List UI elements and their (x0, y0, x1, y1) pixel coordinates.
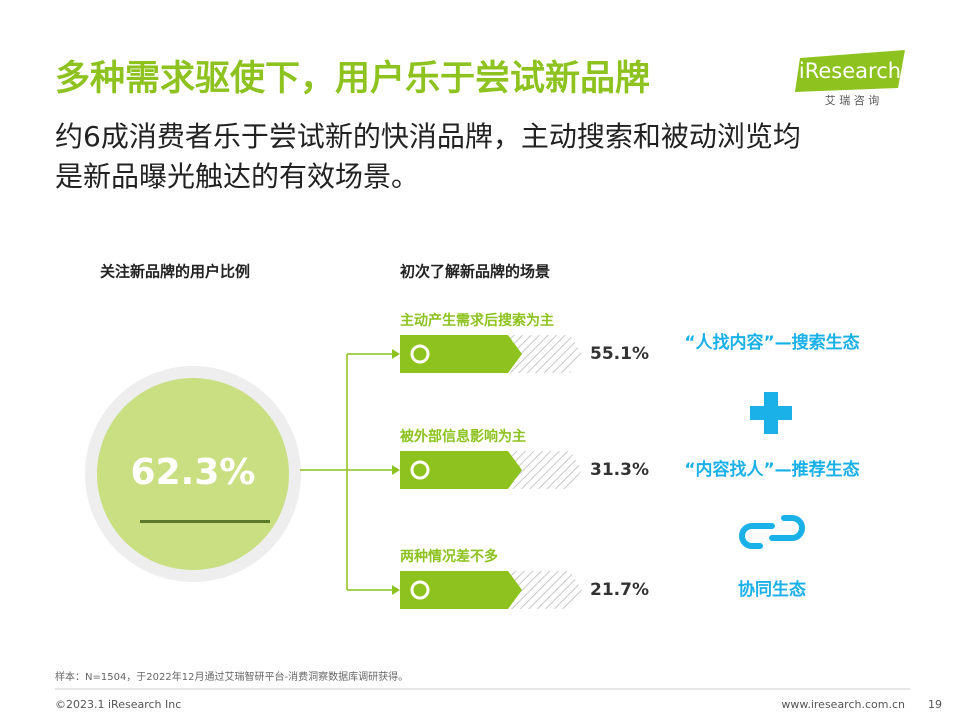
subtitle-line: 是新品曝光触达的有效场景。 (55, 160, 419, 193)
bar-hatch (510, 451, 582, 489)
eco-text: 协同生态 (738, 579, 806, 600)
bar-green (400, 451, 522, 489)
url: www.iresearch.com.cn (781, 698, 905, 711)
arrowheads (392, 349, 400, 595)
bar-green (400, 571, 522, 609)
plus-icon (750, 392, 792, 434)
bar-green (400, 335, 522, 373)
icon (410, 460, 430, 480)
cycle-icon (739, 515, 805, 549)
share-value: 62.3% (131, 452, 256, 493)
subtitle-line: 约6成消费者乐于尝试新的快消品牌，主动搜索和被动浏览均 (55, 120, 801, 153)
scene-label: 主动产生需求后搜索为主 (400, 312, 554, 329)
logo-text: iResearch (799, 59, 901, 83)
scene-value: 21.7% (590, 580, 649, 600)
bar-hatch (510, 571, 582, 609)
scene-label: 两种情况差不多 (400, 548, 498, 565)
left-heading: 关注新品牌的用户比例 (100, 263, 250, 281)
copyright: ©2023.1 iResearch Inc (55, 698, 181, 711)
scene-label: 被外部信息影响为主 (400, 428, 526, 445)
note: 样本：N=1504，于2022年12月通过艾瑞智研平台-消费洞察数据库调研获得。 (55, 670, 408, 683)
scene-value: 55.1% (590, 344, 649, 364)
bar-hatch (510, 335, 582, 373)
eco-text: “人找内容”—搜索生态 (684, 332, 859, 353)
title: 多种需求驱使下，用户乐于尝试新品牌 (55, 59, 650, 99)
icon (410, 344, 430, 364)
connectors (300, 353, 392, 591)
logo-shape (795, 50, 905, 92)
page-number: 19 (928, 698, 942, 711)
scene-value: 31.3% (590, 460, 649, 480)
eco-text: “内容找人”—推荐生态 (684, 459, 859, 480)
logo: iResearch 艾 瑞 咨 询 (795, 50, 905, 107)
icon (410, 580, 430, 600)
scenes-heading: 初次了解新品牌的场景 (400, 263, 550, 281)
logo-cn: 艾 瑞 咨 询 (825, 93, 880, 107)
decor (140, 520, 270, 523)
